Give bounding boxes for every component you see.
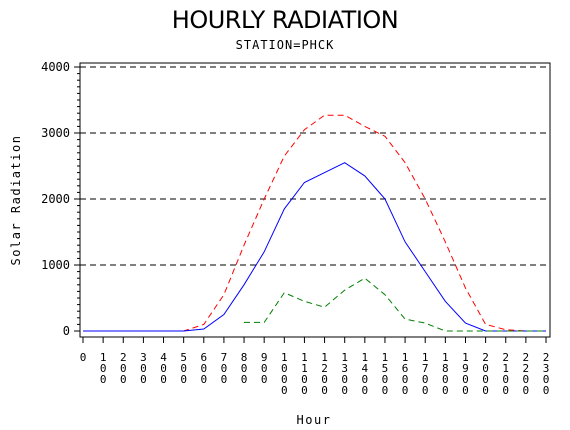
y-tick-label: 0	[63, 324, 70, 338]
y-tick-label: 4000	[41, 60, 70, 74]
x-tick-label: 0	[80, 351, 87, 364]
y-tick-label: 2000	[41, 192, 70, 206]
series-line-2	[83, 162, 546, 332]
series-line-1	[83, 114, 546, 332]
y-tick-label: 3000	[41, 126, 70, 140]
y-tick-label: 1000	[41, 258, 70, 272]
chart-title: HOURLY RADIATION	[171, 6, 399, 34]
y-axis-label: Solar Radiation	[9, 135, 23, 266]
x-axis-label: Hour	[297, 413, 332, 427]
chart-subtitle: STATION=PHCK	[235, 38, 335, 52]
plot-frame	[79, 62, 551, 338]
series-line-3	[244, 277, 546, 332]
